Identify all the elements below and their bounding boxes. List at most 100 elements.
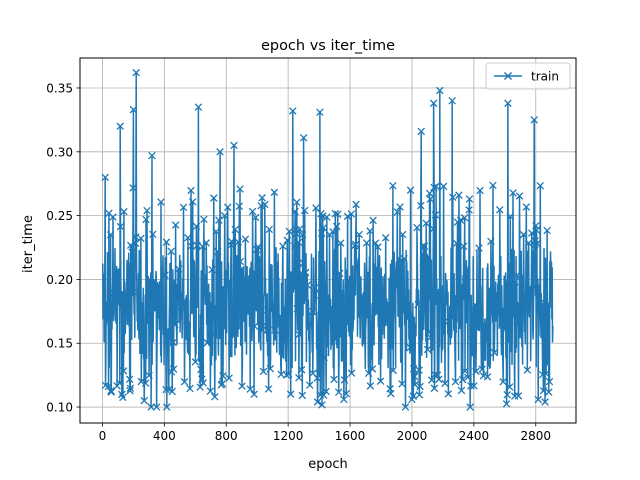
data-point-marker bbox=[211, 392, 219, 401]
data-point-marker bbox=[494, 307, 503, 315]
data-point-marker bbox=[424, 328, 433, 337]
data-point-marker bbox=[505, 383, 514, 391]
data-point-marker bbox=[389, 181, 397, 190]
data-point-marker bbox=[161, 271, 169, 279]
data-point-marker bbox=[236, 257, 245, 266]
data-point-marker bbox=[441, 379, 449, 388]
x-tick-label: 2000 bbox=[397, 429, 428, 443]
data-point-marker bbox=[409, 392, 418, 400]
data-point-marker bbox=[119, 367, 128, 375]
data-point-marker bbox=[294, 238, 303, 247]
data-point-marker bbox=[409, 364, 418, 373]
y-axis-label: iter_time bbox=[21, 215, 36, 273]
data-point-marker bbox=[259, 367, 268, 376]
data-point-marker bbox=[251, 213, 260, 222]
data-point-marker bbox=[355, 230, 363, 239]
data-point-marker bbox=[374, 243, 382, 251]
data-point-marker bbox=[400, 255, 408, 263]
data-point-marker bbox=[415, 391, 424, 399]
data-point-marker bbox=[351, 240, 360, 249]
data-point-marker bbox=[132, 68, 140, 77]
data-point-marker bbox=[487, 237, 495, 246]
data-point-marker bbox=[347, 210, 356, 218]
data-point-marker bbox=[303, 281, 312, 289]
data-point-marker bbox=[413, 223, 421, 232]
data-point-marker bbox=[171, 221, 180, 229]
data-point-marker bbox=[453, 297, 461, 306]
data-point-marker bbox=[225, 374, 233, 382]
data-point-marker bbox=[258, 194, 266, 202]
data-point-marker bbox=[426, 333, 435, 342]
data-point-marker bbox=[117, 297, 126, 306]
y-tick-label: 0.25 bbox=[46, 209, 73, 223]
data-point-marker bbox=[285, 227, 294, 236]
y-tick-label: 0.30 bbox=[46, 145, 73, 159]
data-point-marker bbox=[426, 195, 435, 203]
data-point-marker bbox=[366, 382, 375, 390]
data-point-marker bbox=[371, 239, 380, 247]
data-point-marker bbox=[503, 390, 512, 399]
data-point-marker bbox=[248, 207, 257, 216]
legend-box bbox=[485, 62, 571, 90]
data-point-marker bbox=[293, 305, 301, 313]
data-point-marker bbox=[194, 103, 203, 111]
data-point-marker bbox=[163, 403, 171, 411]
data-point-marker bbox=[543, 226, 551, 235]
legend-marker-x-icon bbox=[503, 71, 513, 81]
y-tick-label: 0.20 bbox=[46, 273, 73, 287]
data-point-marker bbox=[265, 225, 274, 234]
data-point-marker bbox=[431, 211, 440, 219]
data-point-marker bbox=[506, 212, 515, 221]
data-point-marker bbox=[376, 377, 385, 385]
data-point-marker bbox=[330, 375, 338, 384]
data-point-marker bbox=[270, 188, 279, 197]
data-point-marker bbox=[340, 395, 348, 404]
series-line-train bbox=[102, 71, 554, 408]
data-point-marker bbox=[188, 198, 197, 206]
data-point-marker bbox=[414, 300, 422, 309]
data-point-marker bbox=[276, 318, 284, 327]
data-point-marker bbox=[343, 212, 352, 221]
x-tick-label: 0 bbox=[99, 429, 107, 443]
data-point-marker bbox=[323, 213, 331, 221]
data-point-marker bbox=[120, 207, 128, 216]
data-point-marker bbox=[318, 401, 326, 409]
data-point-marker bbox=[174, 293, 183, 301]
data-point-marker bbox=[171, 320, 179, 329]
data-point-marker bbox=[137, 377, 146, 386]
data-point-marker bbox=[499, 378, 507, 386]
data-point-marker bbox=[262, 322, 271, 330]
data-point-marker bbox=[214, 247, 222, 256]
data-point-marker bbox=[478, 365, 486, 374]
data-point-marker bbox=[300, 206, 309, 215]
data-point-marker bbox=[143, 206, 151, 215]
data-point-marker bbox=[320, 353, 328, 362]
data-point-marker bbox=[530, 116, 538, 124]
data-point-marker bbox=[276, 312, 285, 320]
data-point-marker bbox=[297, 365, 306, 374]
data-point-marker bbox=[423, 345, 432, 354]
data-point-marker bbox=[206, 387, 215, 395]
data-point-marker bbox=[315, 370, 324, 378]
data-point-marker bbox=[313, 398, 322, 406]
data-point-marker bbox=[313, 374, 322, 382]
data-point-marker bbox=[140, 396, 148, 405]
chart-title: epoch vs iter_time bbox=[261, 38, 395, 54]
data-point-marker bbox=[322, 387, 330, 396]
data-point-marker bbox=[513, 271, 521, 280]
x-axis-ticks: 0 400 800 1200 1600 2000 2400 2800 bbox=[99, 423, 551, 443]
legend: train bbox=[485, 62, 571, 90]
data-point-marker bbox=[191, 358, 200, 366]
x-axis-label: epoch bbox=[308, 457, 348, 472]
data-point-marker bbox=[335, 269, 344, 278]
data-point-marker bbox=[283, 236, 292, 244]
data-point-marker bbox=[448, 96, 456, 105]
data-point-marker bbox=[532, 226, 541, 235]
data-point-marker bbox=[368, 365, 377, 373]
data-point-marker bbox=[467, 382, 475, 390]
data-point-marker bbox=[261, 200, 269, 209]
data-point-marker bbox=[147, 403, 155, 411]
data-point-marker bbox=[137, 234, 145, 243]
data-point-marker bbox=[207, 299, 215, 308]
data-point-marker bbox=[116, 122, 124, 131]
